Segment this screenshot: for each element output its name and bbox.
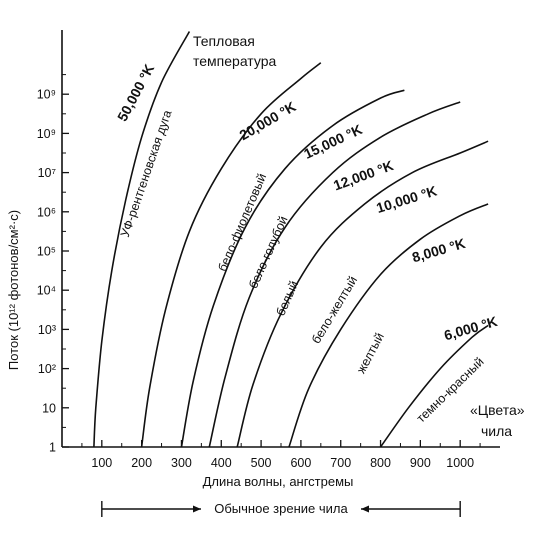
vision-range-right-arrowhead <box>361 505 369 513</box>
series-curve <box>140 62 322 448</box>
x-axis-label: Длина волны, ангстремы <box>203 474 354 489</box>
x-tick-label: 200 <box>131 456 152 470</box>
series-temperature-label: 10,000 °K <box>374 182 438 216</box>
y-tick-label: 10³ <box>38 323 56 337</box>
series-curve <box>208 101 461 448</box>
x-tick-label: 1000 <box>446 456 474 470</box>
color-header-line2: чила <box>481 423 512 439</box>
y-axis-label: Поток (10¹² фотонов/см²·с) <box>6 210 21 370</box>
x-tick-label: 600 <box>290 456 311 470</box>
series-temperature-label: 20,000 °K <box>236 98 298 143</box>
series-curve <box>288 203 489 448</box>
x-tick-label: 300 <box>171 456 192 470</box>
series-color-label: бело-желтый <box>309 274 360 346</box>
series-color-label: УФ-рентгеновская дуга <box>118 108 175 239</box>
y-tick-label: 10⁷ <box>38 166 57 180</box>
x-tick-label: 800 <box>370 456 391 470</box>
ticks: 100 200 300 400 500 600 700 800 900 1000 1 10 10² 10³… <box>37 74 481 470</box>
vision-range-left-arrowhead <box>193 505 201 513</box>
x-tick-label: 100 <box>91 456 112 470</box>
series-temperature-label: 50,000 °K <box>114 61 157 124</box>
series-curve <box>236 140 489 448</box>
series-curve <box>93 31 191 448</box>
x-tick-label: 900 <box>410 456 431 470</box>
series-color-label: желтый <box>354 330 387 375</box>
y-tick-label: 10⁹ <box>37 88 56 102</box>
y-tick-label: 10⁵ <box>37 245 56 259</box>
series-color-label: белый <box>273 279 301 318</box>
y-tick-label: 10⁹ <box>37 127 56 141</box>
curves <box>93 31 489 448</box>
x-tick-label: 500 <box>251 456 272 470</box>
vision-range-label: Обычное зрение чила <box>214 501 348 516</box>
curve-labels: 50,000 °KУФ-рентгеновская дуга 20,000 °K б… <box>114 61 499 425</box>
x-tick-label: 700 <box>330 456 351 470</box>
y-tick-label: 10² <box>38 362 56 376</box>
series-header-line1: Тепловая <box>193 33 255 49</box>
series-color-label: бело-голубой <box>246 214 290 291</box>
y-tick-label: 1 <box>49 441 56 455</box>
y-tick-label: 10 <box>42 401 56 415</box>
series-curve <box>379 324 489 448</box>
color-header-line1: «Цвета» <box>470 402 525 418</box>
series-temperature-label: 15,000 °K <box>301 121 364 162</box>
vision-range: Обычное зрение чила <box>101 501 461 517</box>
series-curve <box>180 89 405 448</box>
y-tick-label: 10⁶ <box>37 205 56 219</box>
x-tick-label: 400 <box>211 456 232 470</box>
y-tick-label: 10⁴ <box>37 284 56 298</box>
series-header-line2: температура <box>193 53 276 69</box>
